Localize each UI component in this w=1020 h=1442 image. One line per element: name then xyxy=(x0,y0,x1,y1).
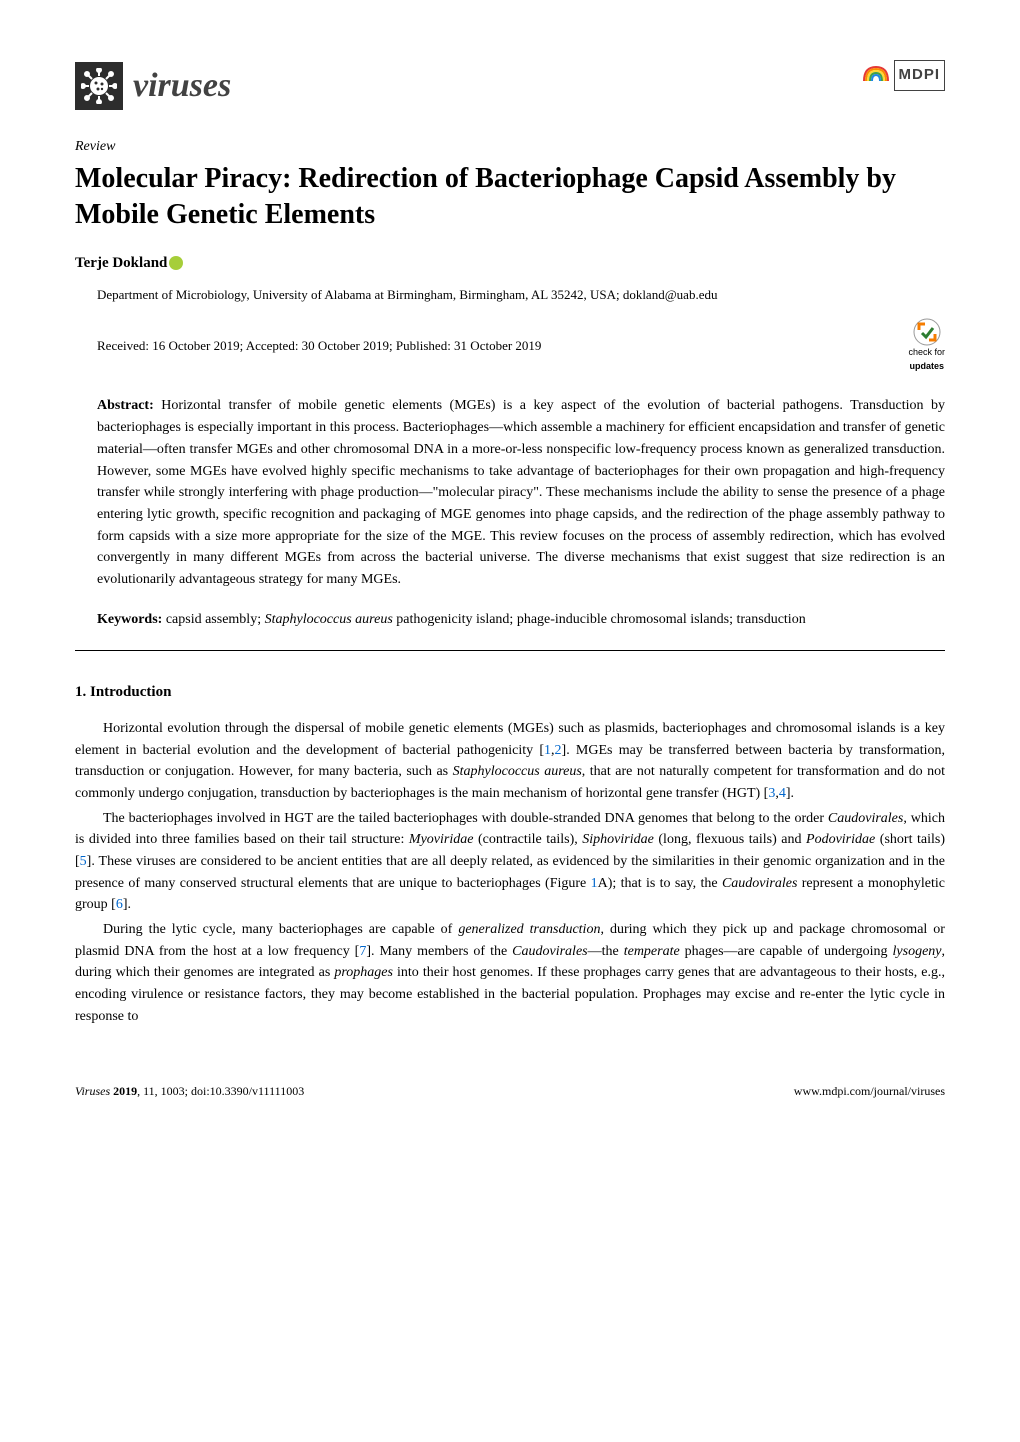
footer-right: www.mdpi.com/journal/viruses xyxy=(794,1082,945,1100)
mdpi-rainbow-icon xyxy=(862,61,890,89)
citation-link[interactable]: 4 xyxy=(779,786,786,801)
check-updates-icon xyxy=(913,318,941,346)
journal-name: viruses xyxy=(133,60,231,111)
text-run: The bacteriophages involved in HGT are t… xyxy=(103,811,828,826)
italic-term: Siphoviridae xyxy=(582,832,654,847)
check-updates-label-2: updates xyxy=(909,360,944,374)
italic-term: Caudovirales xyxy=(828,811,903,826)
keywords-part-1: Staphylococcus aureus xyxy=(265,612,393,627)
section-heading-intro: 1. Introduction xyxy=(75,681,945,704)
italic-term: prophages xyxy=(334,965,393,980)
text-run: ]. xyxy=(786,786,794,801)
article-title: Molecular Piracy: Redirection of Bacteri… xyxy=(75,161,945,234)
citation-link[interactable]: 6 xyxy=(116,897,123,912)
italic-term: lysogeny xyxy=(893,944,942,959)
text-run: ]. Many members of the xyxy=(366,944,512,959)
section-divider xyxy=(75,650,945,651)
publisher-name: MDPI xyxy=(894,60,946,91)
italic-term: temperate xyxy=(624,944,680,959)
text-run: ]. xyxy=(123,897,131,912)
keywords-part-2: pathogenicity island; phage-inducible ch… xyxy=(393,612,806,627)
citation-link[interactable]: 2 xyxy=(555,743,562,758)
affiliation: Department of Microbiology, University o… xyxy=(97,286,945,304)
publisher-logo-block: MDPI xyxy=(862,60,946,91)
italic-term: Podoviridae xyxy=(806,832,875,847)
publication-dates: Received: 16 October 2019; Accepted: 30 … xyxy=(97,336,541,356)
text-run: A); that is to say, the xyxy=(598,876,722,891)
abstract-label: Abstract: xyxy=(97,398,154,413)
author-name: Terje Dokland xyxy=(75,255,167,271)
citation-link[interactable]: 5 xyxy=(80,854,87,869)
keywords-part-0: capsid assembly; xyxy=(162,612,264,627)
author-line: Terje Dokland xyxy=(75,252,945,275)
article-type: Review xyxy=(75,136,945,157)
text-run: phages—are capable of undergoing xyxy=(680,944,893,959)
italic-term: Caudovirales xyxy=(512,944,587,959)
dates-row: Received: 16 October 2019; Accepted: 30 … xyxy=(97,318,945,373)
keywords-block: Keywords: capsid assembly; Staphylococcu… xyxy=(97,609,945,631)
italic-term: Myoviridae xyxy=(409,832,474,847)
text-run: During the lytic cycle, many bacteriopha… xyxy=(103,922,458,937)
body-paragraphs: Horizontal evolution through the dispers… xyxy=(75,718,945,1028)
footer-citation: , 11, 1003; doi:10.3390/v11111003 xyxy=(137,1084,304,1098)
italic-term: generalized transduction xyxy=(458,922,600,937)
keywords-label: Keywords: xyxy=(97,612,162,627)
check-updates-label-1: check for xyxy=(908,346,945,360)
abstract-block: Abstract: Horizontal transfer of mobile … xyxy=(97,395,945,590)
journal-icon xyxy=(75,62,123,110)
body-paragraph: The bacteriophages involved in HGT are t… xyxy=(75,808,945,916)
italic-term: Caudovirales xyxy=(722,876,797,891)
body-paragraph: Horizontal evolution through the dispers… xyxy=(75,718,945,805)
body-paragraph: During the lytic cycle, many bacteriopha… xyxy=(75,919,945,1027)
abstract-text: Horizontal transfer of mobile genetic el… xyxy=(97,398,945,587)
footer-year: 2019 xyxy=(113,1084,137,1098)
check-updates-badge[interactable]: check for updates xyxy=(908,318,945,373)
text-run: (long, flexuous tails) and xyxy=(654,832,806,847)
citation-link[interactable]: 1 xyxy=(591,876,598,891)
text-run: —the xyxy=(588,944,624,959)
footer-left: Viruses 2019, 11, 1003; doi:10.3390/v111… xyxy=(75,1082,304,1100)
footer-journal: Viruses xyxy=(75,1084,113,1098)
virus-icon xyxy=(81,68,117,104)
footer-row: Viruses 2019, 11, 1003; doi:10.3390/v111… xyxy=(75,1082,945,1100)
citation-link[interactable]: 1 xyxy=(544,743,551,758)
orcid-icon[interactable] xyxy=(169,256,183,270)
text-run: (contractile tails), xyxy=(473,832,582,847)
header-row: viruses MDPI xyxy=(75,60,945,111)
italic-term: Staphylococcus aureus xyxy=(453,764,582,779)
journal-logo-block: viruses xyxy=(75,60,231,111)
